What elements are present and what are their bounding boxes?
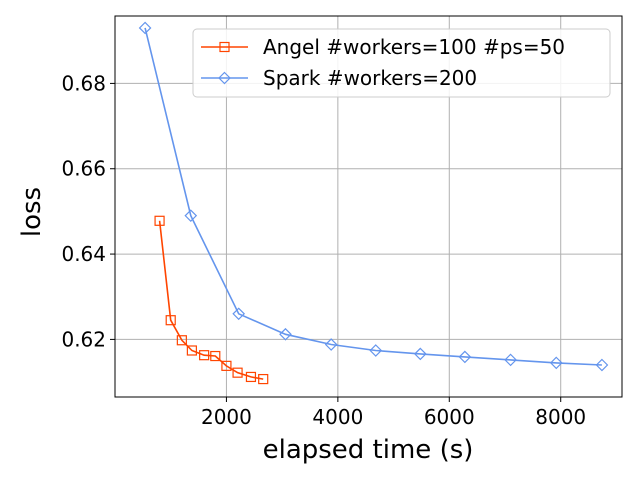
x-tick-label: 6000: [424, 405, 475, 429]
data-point-spark: [138, 21, 152, 35]
data-point-spark: [549, 356, 563, 370]
data-point-spark: [504, 353, 517, 367]
y-tick-label: 0.62: [61, 327, 106, 351]
data-point-spark: [369, 344, 383, 357]
data-point-angel: [154, 215, 165, 226]
series-angel: [154, 215, 269, 385]
x-axis-label: elapsed time (s): [263, 435, 474, 465]
series-line-spark: [144, 27, 602, 366]
data-point-angel: [210, 350, 221, 362]
data-point-angel: [221, 360, 232, 371]
data-point-spark: [413, 347, 427, 361]
data-point-spark: [324, 338, 338, 351]
y-tick-label: 0.66: [61, 157, 106, 181]
data-point-angel: [258, 373, 269, 385]
legend-marker-spark: [218, 71, 231, 85]
y-tick-label: 0.68: [61, 71, 106, 95]
data-point-spark: [279, 327, 292, 341]
legend: Angel #workers=100 #ps=50 Spark #workers=…: [192, 28, 611, 98]
axes: 2000 4000 6000 8000 0.62 0.64 0.66 0.68: [61, 71, 586, 429]
legend-label-spark: Spark #workers=200: [263, 66, 477, 90]
legend-box: [192, 28, 611, 98]
plot-frame: [114, 15, 623, 398]
data-point-spark: [184, 209, 198, 223]
series-line-angel: [158, 220, 264, 380]
legend-label-angel: Angel #workers=100 #ps=50: [263, 35, 565, 59]
data-point-angel: [245, 371, 257, 383]
data-point-spark: [595, 358, 609, 372]
data-point-angel: [199, 350, 210, 361]
data-point-spark: [232, 307, 246, 321]
data-point-angel: [186, 345, 197, 356]
series-layer: [138, 21, 609, 385]
x-tick-label: 4000: [312, 405, 363, 429]
data-point-angel: [232, 367, 243, 378]
legend-marker-angel: [219, 41, 230, 53]
y-tick-label: 0.64: [61, 242, 106, 266]
y-axis-label: loss: [17, 187, 47, 237]
data-point-angel: [176, 335, 187, 346]
data-point-angel: [165, 315, 176, 326]
x-tick-label: 8000: [535, 405, 586, 429]
series-spark: [138, 21, 609, 372]
data-point-spark: [458, 350, 472, 364]
x-tick-label: 2000: [201, 405, 252, 429]
